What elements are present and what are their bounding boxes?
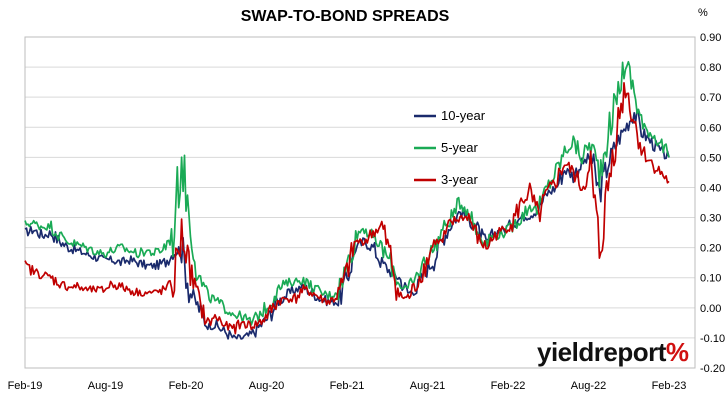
y-tick-label: -0.10 xyxy=(700,333,725,345)
y-tick-label: 0.10 xyxy=(700,273,721,285)
logo-percent-symbol: % xyxy=(665,337,689,367)
y-tick-label: 0.20 xyxy=(700,243,721,255)
yieldreport-logo: yieldreport% xyxy=(537,337,689,368)
x-tick-label: Feb-23 xyxy=(652,380,687,392)
plot-area-frame xyxy=(24,36,696,369)
x-tick-label: Feb-19 xyxy=(8,380,43,392)
y-tick-label: 0.00 xyxy=(700,303,721,315)
series-line-5-year xyxy=(24,60,670,326)
y-tick-label: 0.70 xyxy=(700,92,721,104)
x-tick-label: Feb-21 xyxy=(330,380,365,392)
y-tick-label: 0.30 xyxy=(700,213,721,225)
legend: 10-year 5-year 3-year xyxy=(414,108,486,187)
y-tick-label: 0.50 xyxy=(700,152,721,164)
y-tick-label: -0.20 xyxy=(700,363,725,375)
logo-text: yieldreport xyxy=(537,337,666,367)
series-lines xyxy=(24,60,670,340)
legend-label: 5-year xyxy=(441,140,479,155)
legend-label: 10-year xyxy=(441,108,486,123)
x-tick-label: Aug-19 xyxy=(88,380,123,392)
y-tick-label: 0.40 xyxy=(700,182,721,194)
x-tick-label: Feb-20 xyxy=(169,380,204,392)
legend-label: 3-year xyxy=(441,172,479,187)
y-axis-tick-labels: -0.20 -0.10 0.00 0.10 0.20 0.30 0.40 0.50 0.60 0.… xyxy=(700,32,725,375)
x-tick-label: Aug-20 xyxy=(249,380,284,392)
grid-lines xyxy=(25,36,695,369)
series-line-10-year xyxy=(24,108,670,340)
series-line-3-year xyxy=(24,81,670,335)
y-tick-label: 0.80 xyxy=(700,62,721,74)
y-tick-label: 0.60 xyxy=(700,122,721,134)
y-axis-unit: % xyxy=(698,7,708,19)
x-tick-label: Aug-21 xyxy=(410,380,445,392)
x-axis-tick-labels: Feb-19 Aug-19 Feb-20 Aug-20 Feb-21 Aug-21 Feb-… xyxy=(8,380,687,392)
x-tick-label: Feb-22 xyxy=(491,380,526,392)
x-tick-label: Aug-22 xyxy=(571,380,606,392)
y-tick-label: 0.90 xyxy=(700,32,721,44)
chart-title: SWAP-TO-BOND SPREADS xyxy=(240,8,450,25)
